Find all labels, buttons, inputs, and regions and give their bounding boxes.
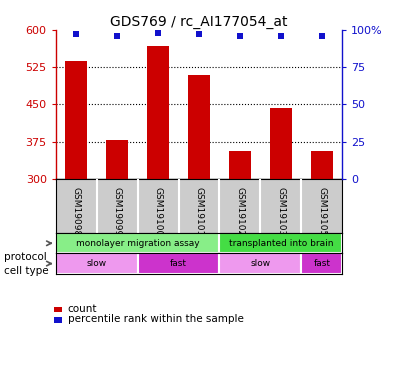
Text: GSM19105: GSM19105 — [317, 187, 326, 236]
Text: GSM19100: GSM19100 — [154, 187, 162, 236]
Text: GSM19099: GSM19099 — [113, 187, 122, 236]
Text: GSM19098: GSM19098 — [72, 187, 81, 236]
Bar — [56, 254, 138, 274]
Bar — [106, 140, 129, 179]
Text: GSM19101: GSM19101 — [195, 187, 203, 236]
Bar — [188, 75, 210, 179]
Bar — [301, 254, 342, 274]
Text: percentile rank within the sample: percentile rank within the sample — [68, 315, 244, 324]
Text: slow: slow — [87, 259, 107, 268]
Bar — [219, 233, 342, 254]
Text: count: count — [68, 304, 97, 314]
Bar — [229, 151, 251, 179]
Text: GSM19103: GSM19103 — [276, 187, 285, 236]
Title: GDS769 / rc_AI177054_at: GDS769 / rc_AI177054_at — [110, 15, 288, 29]
Text: protocol: protocol — [4, 252, 47, 262]
Text: fast: fast — [313, 259, 330, 268]
Bar — [138, 254, 219, 274]
Text: monolayer migration assay: monolayer migration assay — [76, 239, 199, 248]
Bar — [219, 254, 301, 274]
Text: slow: slow — [250, 259, 271, 268]
Bar — [310, 151, 333, 179]
Text: transplanted into brain: transplanted into brain — [228, 239, 333, 248]
Text: cell type: cell type — [4, 266, 49, 276]
Bar — [65, 61, 88, 179]
Bar — [269, 108, 292, 179]
Text: fast: fast — [170, 259, 187, 268]
Bar — [56, 233, 219, 254]
Text: GSM19102: GSM19102 — [236, 187, 244, 236]
Bar — [147, 46, 169, 179]
